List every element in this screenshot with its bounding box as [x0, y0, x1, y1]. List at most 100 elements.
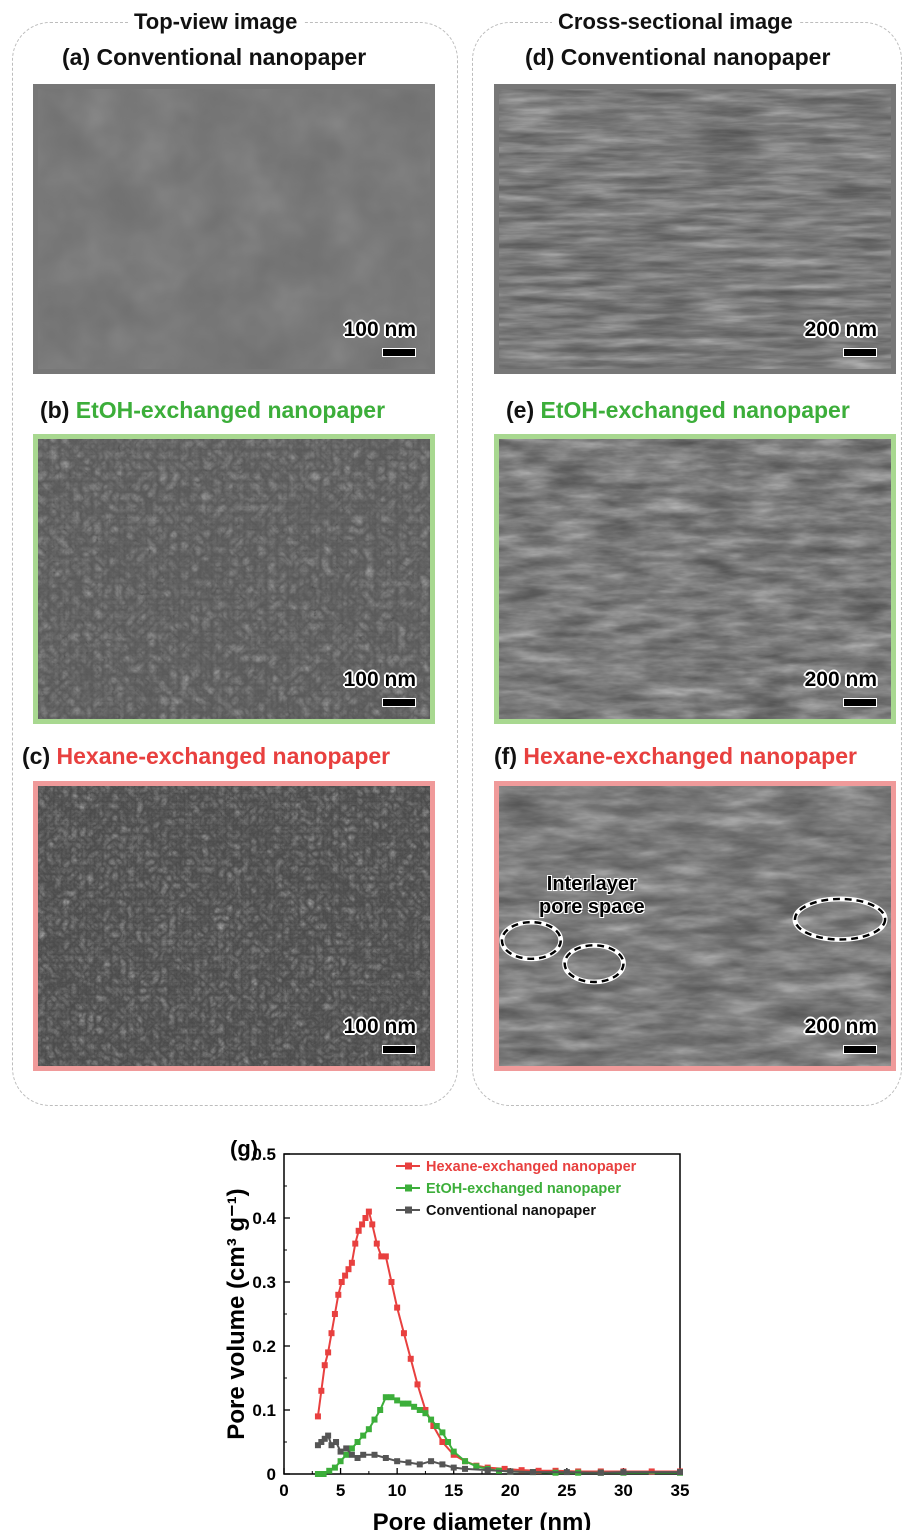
- series-0-point: [339, 1279, 345, 1285]
- series-0-point: [329, 1330, 335, 1336]
- panel-e-caption: (e) EtOH-exchanged nanopaper: [506, 397, 850, 424]
- panel-c-caption: (c) Hexane-exchanged nanopaper: [22, 743, 390, 770]
- series-0-point: [383, 1253, 389, 1259]
- panel-c-scale-label: 100 nm: [344, 1015, 416, 1039]
- series-0-point: [408, 1356, 414, 1362]
- series-2-point: [564, 1469, 570, 1475]
- legend-marker: [405, 1185, 412, 1192]
- series-2-point: [349, 1452, 355, 1458]
- panel-f-scale-label: 200 nm: [805, 1015, 877, 1039]
- series-1-point: [439, 1429, 445, 1435]
- series-0-point: [415, 1381, 421, 1387]
- series-1-point: [338, 1458, 344, 1464]
- panel-a-caption: (a) Conventional nanopaper: [62, 44, 366, 71]
- y-tick-label: 0.2: [252, 1337, 276, 1356]
- series-0-point: [362, 1215, 368, 1221]
- series-1-point: [343, 1452, 349, 1458]
- pore-size-chart: 0 5 10 15 20 25 30 35 0 0.1 0.2 0.3 0.4 0.5 Pore diame…: [200, 1130, 700, 1530]
- series-2-point: [485, 1467, 491, 1473]
- panel-d-caption: (d) Conventional nanopaper: [525, 44, 830, 71]
- series-2-point: [333, 1439, 339, 1445]
- panel-a-image: 100 nm: [33, 84, 435, 374]
- series-1-point: [326, 1468, 332, 1474]
- panel-f-label: Hexane-exchanged nanopaper: [523, 743, 857, 769]
- series-0-point: [345, 1266, 351, 1272]
- panel-f-scale-bar: [843, 1045, 877, 1054]
- series-1-point: [445, 1439, 451, 1445]
- series-1-point: [366, 1426, 372, 1432]
- series-0-point: [352, 1241, 358, 1247]
- series-2-point: [428, 1458, 434, 1464]
- series-2-point: [405, 1459, 411, 1465]
- panel-c-label: Hexane-exchanged nanopaper: [57, 743, 391, 769]
- y-tick-label: 0: [267, 1465, 276, 1484]
- series-2-point: [394, 1458, 400, 1464]
- series-1-point: [462, 1458, 468, 1464]
- series-0-point: [369, 1221, 375, 1227]
- panel-b-letter: (b): [40, 397, 69, 423]
- panel-e-image: 200 nm: [494, 434, 896, 724]
- series-line-1: [318, 1397, 680, 1474]
- series-2-point: [355, 1455, 361, 1461]
- series-2-point: [338, 1449, 344, 1455]
- y-axis-label: Pore volume (cm³ g⁻¹): [223, 1188, 250, 1439]
- series-1-point: [417, 1407, 423, 1413]
- series-1-point: [400, 1401, 406, 1407]
- series-0-point: [332, 1311, 338, 1317]
- series-1-point: [332, 1465, 338, 1471]
- interlayer-annotation: Interlayer pore space: [539, 873, 645, 919]
- panel-c-scale-bar: [382, 1045, 416, 1054]
- y-tick-label: 0.3: [252, 1273, 276, 1292]
- panel-g-letter: (g): [230, 1136, 258, 1161]
- series-1-point: [377, 1407, 383, 1413]
- series-1-point: [422, 1410, 428, 1416]
- x-tick-label: 30: [614, 1481, 633, 1500]
- series-2-point: [372, 1452, 378, 1458]
- series-0-point: [401, 1330, 407, 1336]
- panel-d-letter: (d): [525, 44, 554, 70]
- series-0-point: [374, 1241, 380, 1247]
- panel-b-scale-bar: [382, 698, 416, 707]
- series-1-point: [321, 1471, 327, 1477]
- panel-a-scale-bar: [382, 348, 416, 357]
- y-tick-label: 0.4: [252, 1209, 276, 1228]
- panel-f-caption: (f) Hexane-exchanged nanopaper: [494, 743, 857, 770]
- x-axis-label: Pore diameter (nm): [373, 1509, 592, 1530]
- series-2-point: [360, 1452, 366, 1458]
- panel-a-label: Conventional nanopaper: [97, 44, 367, 70]
- panel-a-letter: (a): [62, 44, 90, 70]
- interlayer-annotation-line2: pore space: [539, 896, 645, 919]
- series-0-point: [342, 1273, 348, 1279]
- series-0-point: [366, 1209, 372, 1215]
- series-1-point: [434, 1423, 440, 1429]
- series-2-point: [417, 1461, 423, 1467]
- series-0-point: [318, 1388, 324, 1394]
- x-tick-label: 15: [444, 1481, 463, 1500]
- panel-d-image: 200 nm: [494, 84, 896, 374]
- panel-e-label: EtOH-exchanged nanopaper: [541, 397, 850, 423]
- series-0-point: [349, 1260, 355, 1266]
- series-0-point: [394, 1305, 400, 1311]
- series-1-point: [388, 1394, 394, 1400]
- series-1-point: [411, 1404, 417, 1410]
- x-tick-label: 35: [671, 1481, 690, 1500]
- plot-frame: [284, 1154, 680, 1474]
- panel-b-image: 100 nm: [33, 434, 435, 724]
- series-2-point: [530, 1469, 536, 1475]
- panel-e-letter: (e): [506, 397, 534, 423]
- panel-d-scale-bar: [843, 348, 877, 357]
- panel-f-scale: 200 nm: [805, 1015, 877, 1054]
- series-1-point: [349, 1445, 355, 1451]
- panel-e-scale-bar: [843, 698, 877, 707]
- panel-d-scale: 200 nm: [805, 318, 877, 357]
- x-tick-label: 5: [336, 1481, 345, 1500]
- legend-label: EtOH-exchanged nanopaper: [426, 1181, 621, 1197]
- series-0-point: [322, 1362, 328, 1368]
- series-0-point: [356, 1228, 362, 1234]
- panel-b-label: EtOH-exchanged nanopaper: [76, 397, 385, 423]
- legend-label: Conventional nanopaper: [426, 1203, 596, 1219]
- series-2-point: [343, 1445, 349, 1451]
- series-2-point: [620, 1469, 626, 1475]
- interlayer-annotation-line1: Interlayer: [539, 873, 645, 896]
- series-0-point: [335, 1292, 341, 1298]
